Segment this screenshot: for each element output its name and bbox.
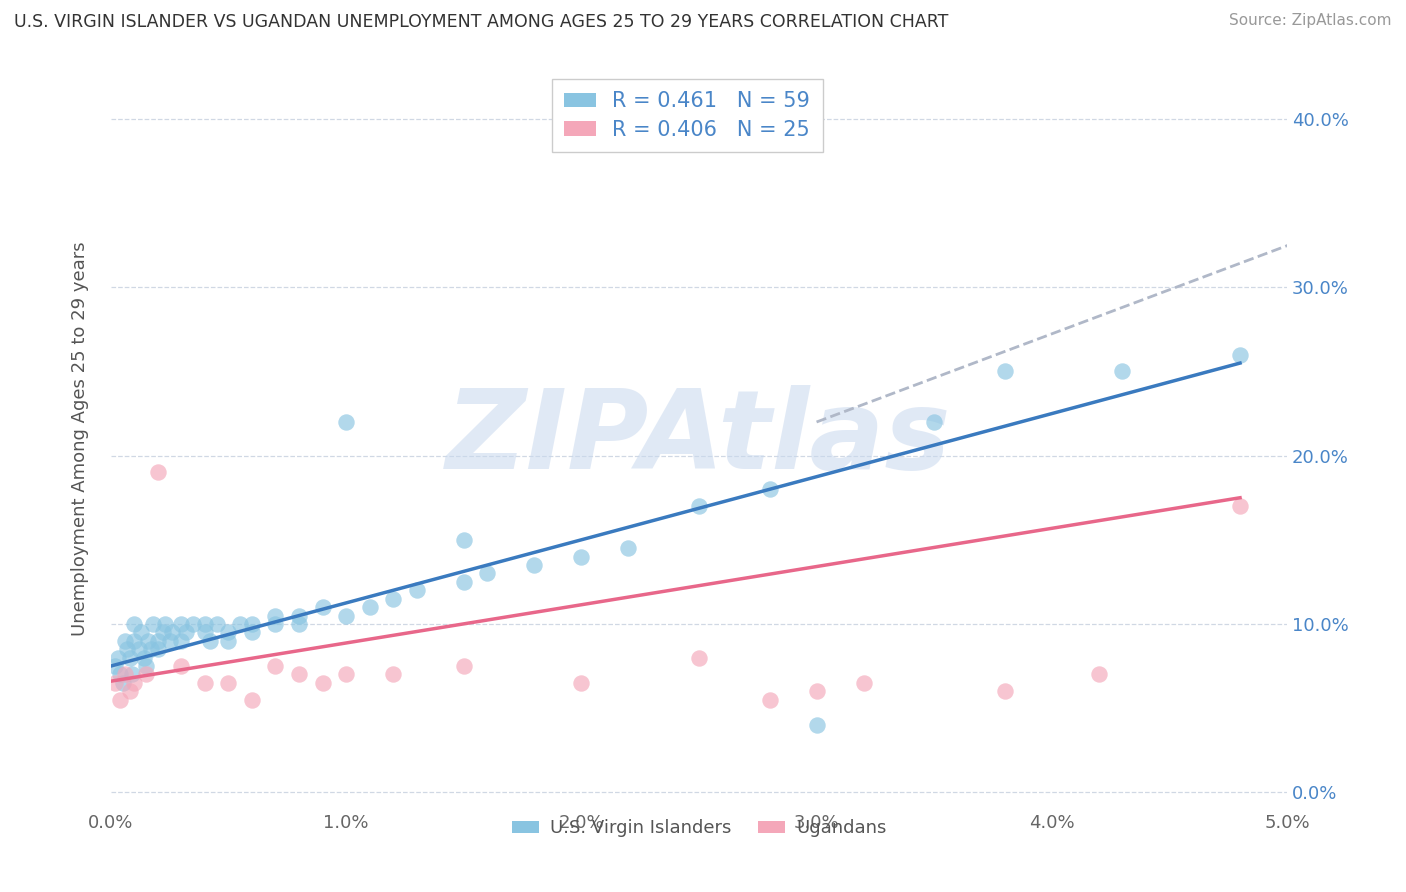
Point xyxy=(114,667,136,681)
Point xyxy=(124,617,146,632)
Point xyxy=(229,617,252,632)
Y-axis label: Unemployment Among Ages 25 to 29 years: Unemployment Among Ages 25 to 29 years xyxy=(72,242,89,636)
Text: U.S. VIRGIN ISLANDER VS UGANDAN UNEMPLOYMENT AMONG AGES 25 TO 29 YEARS CORRELATI: U.S. VIRGIN ISLANDER VS UGANDAN UNEMPLOY… xyxy=(14,13,949,31)
Point xyxy=(240,625,263,640)
Point xyxy=(170,659,193,673)
Point xyxy=(1088,667,1111,681)
Point xyxy=(217,625,239,640)
Point xyxy=(382,667,405,681)
Point xyxy=(852,676,875,690)
Point xyxy=(806,684,828,698)
Point xyxy=(135,659,157,673)
Point xyxy=(111,676,134,690)
Point xyxy=(405,583,427,598)
Legend: U.S. Virgin Islanders, Ugandans: U.S. Virgin Islanders, Ugandans xyxy=(505,812,893,845)
Point xyxy=(142,617,165,632)
Point xyxy=(1111,364,1133,378)
Point xyxy=(288,617,311,632)
Point xyxy=(335,415,357,429)
Point xyxy=(159,633,181,648)
Point xyxy=(132,650,155,665)
Point xyxy=(115,642,138,657)
Point xyxy=(453,659,475,673)
Point xyxy=(108,667,131,681)
Point xyxy=(264,659,287,673)
Point xyxy=(359,600,381,615)
Point xyxy=(118,650,141,665)
Point xyxy=(688,650,710,665)
Point xyxy=(617,541,640,556)
Point xyxy=(205,617,228,632)
Point xyxy=(160,625,183,640)
Point xyxy=(198,633,221,648)
Point xyxy=(146,466,169,480)
Point xyxy=(118,684,141,698)
Point xyxy=(128,642,150,657)
Point xyxy=(335,608,357,623)
Point xyxy=(152,625,174,640)
Point xyxy=(758,692,780,706)
Point xyxy=(311,600,333,615)
Point xyxy=(124,633,146,648)
Point xyxy=(135,667,157,681)
Point xyxy=(139,642,162,657)
Point xyxy=(335,667,357,681)
Point xyxy=(217,633,239,648)
Point xyxy=(146,642,169,657)
Point xyxy=(758,483,780,497)
Point xyxy=(994,684,1017,698)
Point xyxy=(170,617,193,632)
Point xyxy=(217,676,239,690)
Point xyxy=(994,364,1017,378)
Point xyxy=(194,617,217,632)
Point xyxy=(288,608,311,623)
Point xyxy=(108,692,131,706)
Point xyxy=(153,617,176,632)
Point xyxy=(264,617,287,632)
Point xyxy=(288,667,311,681)
Point xyxy=(107,650,129,665)
Point xyxy=(131,625,153,640)
Point xyxy=(181,617,204,632)
Point xyxy=(569,676,592,690)
Point xyxy=(138,633,160,648)
Point xyxy=(688,499,710,513)
Point xyxy=(240,617,263,632)
Point xyxy=(240,692,263,706)
Point xyxy=(382,591,405,606)
Point xyxy=(174,625,197,640)
Point xyxy=(311,676,333,690)
Point xyxy=(922,415,945,429)
Point xyxy=(146,633,169,648)
Text: Source: ZipAtlas.com: Source: ZipAtlas.com xyxy=(1229,13,1392,29)
Point xyxy=(569,549,592,564)
Point xyxy=(806,718,828,732)
Point xyxy=(1229,499,1251,513)
Point xyxy=(523,558,546,572)
Point xyxy=(1229,348,1251,362)
Text: ZIPAtlas: ZIPAtlas xyxy=(446,385,952,492)
Point xyxy=(170,633,193,648)
Point xyxy=(104,659,127,673)
Point xyxy=(194,676,217,690)
Point xyxy=(477,566,499,581)
Point xyxy=(121,667,143,681)
Point xyxy=(194,625,217,640)
Point xyxy=(453,533,475,547)
Point xyxy=(124,676,146,690)
Point xyxy=(104,676,127,690)
Point xyxy=(453,574,475,589)
Point xyxy=(264,608,287,623)
Point xyxy=(114,633,136,648)
